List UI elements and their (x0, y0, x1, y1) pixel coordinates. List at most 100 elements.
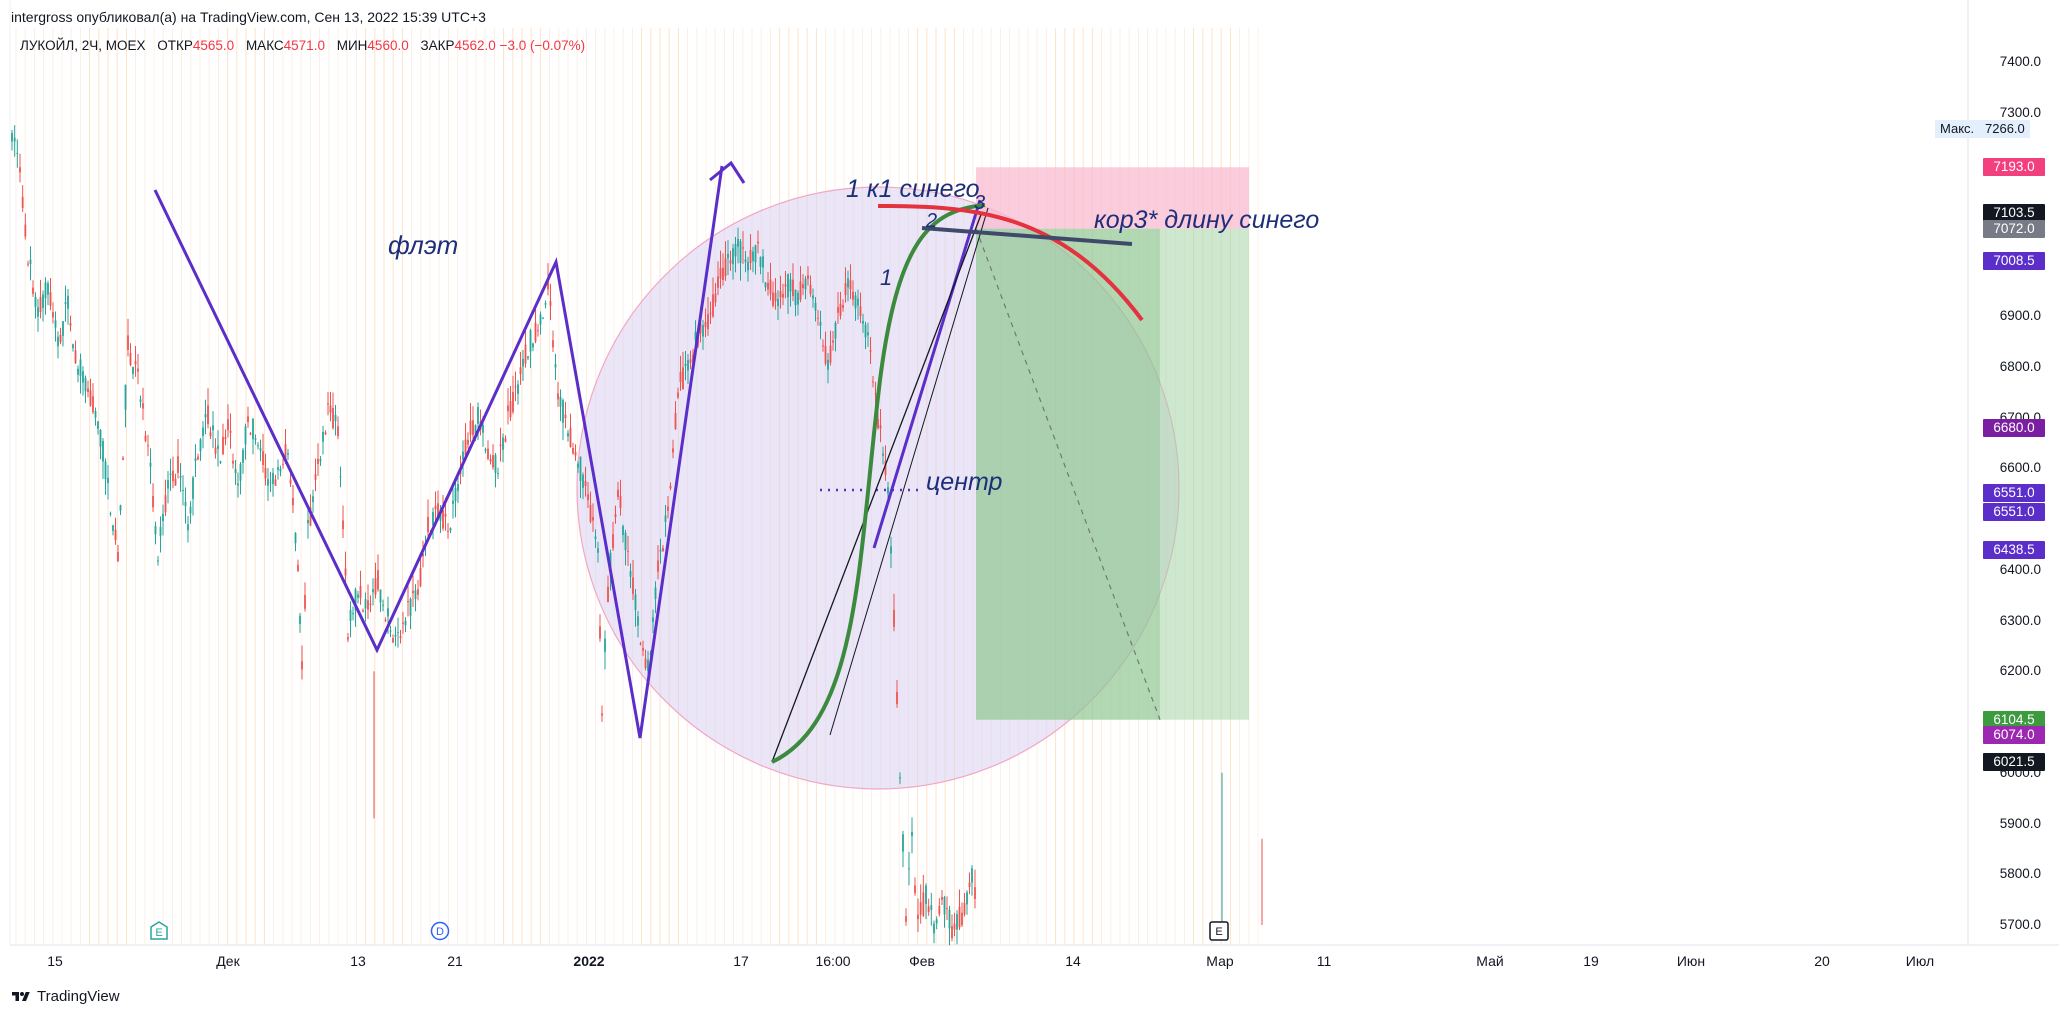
candle-body (442, 510, 444, 529)
candle-body (342, 520, 344, 530)
price-level-tag: 6551.0 (1983, 484, 2045, 503)
price-tick-label: 5900.0 (1999, 815, 2041, 831)
candle-body (402, 622, 404, 624)
candle-body (714, 293, 717, 303)
candle-body (584, 481, 587, 486)
candle-body (472, 420, 474, 436)
candle-body (804, 278, 807, 290)
candle-body (454, 487, 457, 501)
candle-body (877, 418, 879, 429)
green-wave-curve (771, 203, 986, 764)
candle-body (27, 263, 29, 265)
candle-body (352, 613, 354, 615)
candle-body (927, 906, 930, 913)
candle-body (502, 437, 504, 450)
annotation-flat[interactable]: флэт (388, 230, 459, 260)
candle-body (902, 834, 904, 852)
candle-body (879, 425, 882, 429)
candle-body (92, 396, 94, 413)
candle-body (82, 371, 84, 383)
candle-body (87, 388, 89, 392)
candle-body (214, 447, 217, 454)
close-label: ЗАКР (420, 38, 455, 53)
candle-body (637, 616, 639, 626)
candle-body (757, 241, 759, 244)
earnings-event-icon[interactable]: E (1209, 921, 1229, 941)
symbol-name: ЛУКОЙЛ, 2Ч, MOEX (20, 38, 146, 53)
price-tick-label: 6300.0 (1999, 612, 2041, 628)
price-level-tag: 6074.0 (1983, 726, 2045, 745)
candle-body (449, 528, 452, 531)
high-value: 4571.0 (283, 38, 325, 53)
candle-body (577, 463, 579, 468)
wave-label-2[interactable]: 2 (926, 210, 938, 232)
annotation-kor3[interactable]: кор3* длину синего (1094, 206, 1320, 234)
price-tick-label: 5800.0 (1999, 866, 2041, 882)
candle-body (277, 467, 279, 470)
candle-body (601, 713, 603, 716)
candle-body (737, 238, 739, 247)
price-level-tag: 6104.5 (1983, 710, 2045, 729)
candle-body (314, 474, 317, 480)
candle-body (582, 474, 584, 488)
candle-body (662, 547, 664, 552)
candle-body (279, 468, 282, 472)
wave-label-1[interactable]: 1 (880, 265, 893, 290)
annotation-k1[interactable]: 1 к1 синего (846, 175, 980, 203)
candle-body (767, 282, 769, 290)
brand-name: TradingView (37, 988, 120, 1005)
dividend-event-icon[interactable]: D (430, 921, 450, 941)
candle-body (797, 292, 799, 305)
candle-body (938, 906, 941, 915)
candle-body (622, 525, 624, 536)
candle-body (687, 360, 689, 371)
candle-body (534, 322, 537, 342)
candle-body (477, 407, 479, 424)
candle-body (822, 345, 824, 347)
red-wave-curve (877, 204, 1144, 322)
candle-body (597, 548, 599, 553)
candle-body (729, 260, 732, 264)
candle-body (307, 519, 309, 524)
earnings-event-icon[interactable]: E (150, 921, 168, 940)
symbol-legend: ЛУКОЙЛ, 2Ч, MOEX ОТКР4565.0 МАКС4571.0 М… (20, 38, 593, 53)
candle-body (824, 346, 827, 364)
trend-line (829, 207, 989, 736)
time-tick-label: Фев (909, 953, 935, 969)
candle-body (337, 426, 339, 437)
candle-body (324, 432, 327, 435)
candle-body (117, 551, 119, 562)
candle-body (807, 275, 809, 279)
candle-body (152, 495, 154, 508)
candle-body (837, 307, 839, 313)
candle-body (94, 411, 97, 418)
candle-body (149, 462, 152, 467)
price-tick-label: 6200.0 (1999, 663, 2041, 679)
candle-body (707, 314, 709, 330)
candle-body (589, 504, 592, 522)
candle-body (844, 283, 847, 296)
wave-label-3[interactable]: 3 (974, 192, 986, 214)
candle-body (444, 513, 447, 517)
candle-body (567, 432, 569, 437)
candle-body (54, 320, 57, 328)
tradingview-brand[interactable]: TradingView (10, 988, 120, 1005)
price-level-tag: 7193.0 (1983, 158, 2045, 177)
candle-body (817, 317, 819, 319)
candle-body (963, 903, 966, 915)
candle-body (432, 511, 434, 526)
candle-body (39, 296, 42, 313)
candle-body (672, 448, 674, 453)
annotation-center[interactable]: центр (926, 468, 1003, 496)
candle-body (832, 340, 834, 343)
candle-body (362, 610, 364, 612)
candle-body (507, 405, 509, 412)
time-tick-label: 15 (47, 953, 63, 969)
candle-body (129, 352, 132, 365)
candle-body (759, 257, 762, 267)
candle-body (329, 405, 332, 413)
candle-body (772, 292, 774, 306)
candle-body (542, 317, 544, 319)
candle-body (289, 479, 292, 484)
